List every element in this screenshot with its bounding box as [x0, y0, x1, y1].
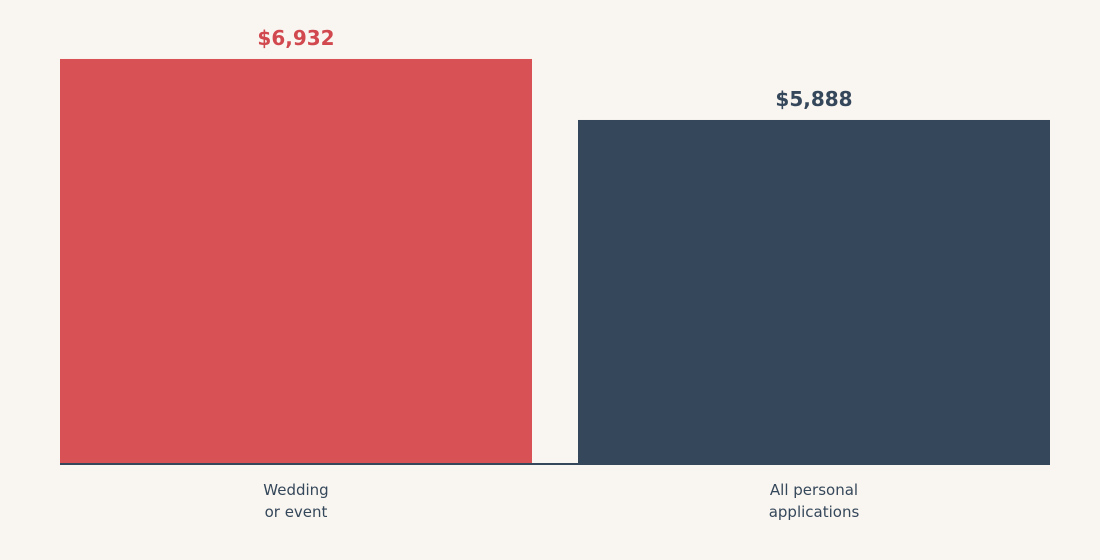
category-label-0-line-1: or event [265, 503, 328, 521]
bar-0 [60, 58, 532, 464]
value-label-0: $6,932 [257, 26, 334, 50]
labels-layer: $6,932 Wedding or event $5,888 All personal a… [257, 26, 859, 521]
category-label-0-line-0: Wedding [263, 481, 328, 499]
category-label-1-line-1: applications [769, 503, 860, 521]
bars-layer [60, 58, 1050, 465]
category-label-1-line-0: All personal [770, 481, 858, 499]
value-label-1: $5,888 [775, 87, 852, 111]
bar-1 [578, 119, 1050, 465]
